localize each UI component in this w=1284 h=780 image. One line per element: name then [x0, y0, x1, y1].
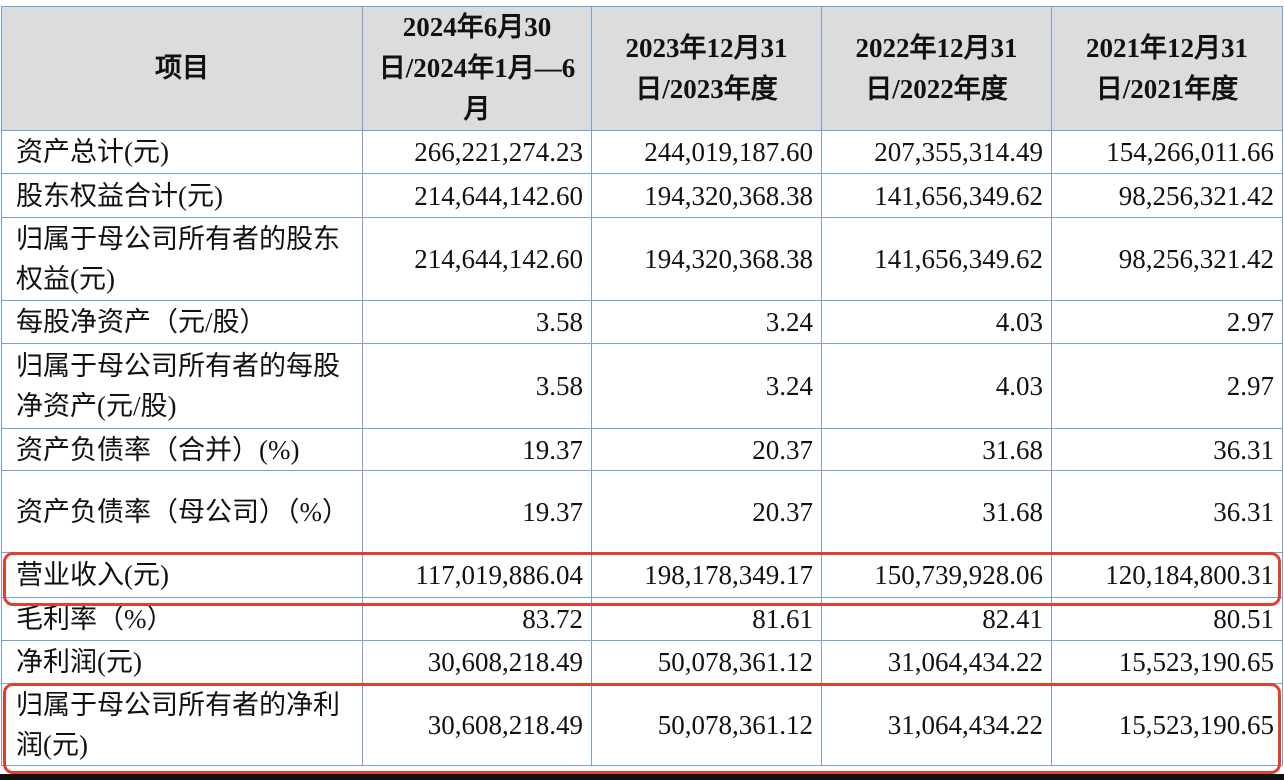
cell-value: 30,608,218.49	[362, 640, 592, 684]
cell-value: 2.97	[1051, 343, 1283, 429]
cell-value: 194,320,368.38	[591, 173, 822, 218]
table-row: 净利润(元) 30,608,218.49 50,078,361.12 31,064,4…	[1, 640, 1283, 684]
highlight-box-revenue	[3, 552, 1281, 606]
cell-value: 20.37	[591, 428, 822, 471]
table-row: 归属于母公司所有者的股东权益(元) 214,644,142.60 194,320,3…	[1, 217, 1283, 301]
table-row: 归属于母公司所有者的净利润(元) 30,608,218.49 50,078,361.…	[1, 683, 1283, 766]
cell-value: 214,644,142.60	[362, 217, 592, 301]
row-label: 资产负债率（母公司）（%）	[1, 470, 363, 553]
cell-value: 30,608,218.49	[362, 683, 592, 766]
cell-value: 3.58	[362, 343, 592, 429]
cell-value: 20.37	[591, 470, 822, 553]
header-row: 项目 2024年6月30日/2024年1月—6月 2023年12月31日/202…	[1, 6, 1283, 131]
cell-value: 3.58	[362, 300, 592, 344]
header-2024h1: 2024年6月30日/2024年1月—6月	[362, 6, 592, 131]
financial-summary-table: 项目 2024年6月30日/2024年1月—6月 2023年12月31日/202…	[1, 6, 1283, 766]
header-2021: 2021年12月31日/2021年度	[1051, 6, 1283, 131]
cell-value: 15,523,190.65	[1051, 640, 1283, 684]
cell-value: 266,221,274.23	[362, 130, 592, 174]
cell-value: 98,256,321.42	[1051, 217, 1283, 301]
row-label: 归属于母公司所有者的股东权益(元)	[1, 217, 363, 301]
cell-value: 36.31	[1051, 470, 1283, 553]
header-2022: 2022年12月31日/2022年度	[821, 6, 1052, 131]
cell-value: 31,064,434.22	[821, 640, 1052, 684]
table-row: 归属于母公司所有者的每股净资产(元/股) 3.58 3.24 4.03 2.97	[1, 343, 1283, 429]
cell-value: 154,266,011.66	[1051, 130, 1283, 174]
bottom-edge	[0, 774, 1284, 780]
cell-value: 117,019,886.04	[362, 552, 592, 598]
cell-value: 98,256,321.42	[1051, 173, 1283, 218]
cell-value: 4.03	[821, 300, 1052, 344]
table-row: 资产负债率（母公司）（%） 19.37 20.37 31.68 36.31	[1, 470, 1283, 553]
highlight-box-net-profit-parent	[3, 683, 1281, 774]
cell-value: 19.37	[362, 428, 592, 471]
cell-value: 194,320,368.38	[591, 217, 822, 301]
cell-value: 198,178,349.17	[591, 552, 822, 598]
row-label: 资产总计(元)	[1, 130, 363, 174]
cell-value: 4.03	[821, 343, 1052, 429]
cell-value: 3.24	[591, 300, 822, 344]
row-label: 营业收入(元)	[1, 552, 363, 598]
cell-value: 141,656,349.62	[821, 217, 1052, 301]
cell-value: 19.37	[362, 470, 592, 553]
cell-value: 31.68	[821, 428, 1052, 471]
cell-value: 3.24	[591, 343, 822, 429]
table-row: 资产负债率（合并）(%) 19.37 20.37 31.68 36.31	[1, 428, 1283, 471]
cell-value: 207,355,314.49	[821, 130, 1052, 174]
cell-value: 50,078,361.12	[591, 683, 822, 766]
cell-value: 214,644,142.60	[362, 173, 592, 218]
cell-value: 244,019,187.60	[591, 130, 822, 174]
table-row: 每股净资产（元/股） 3.58 3.24 4.03 2.97	[1, 300, 1283, 344]
header-2023: 2023年12月31日/2023年度	[591, 6, 822, 131]
cell-value: 31,064,434.22	[821, 683, 1052, 766]
table-row: 股东权益合计(元) 214,644,142.60 194,320,368.38 141…	[1, 173, 1283, 218]
row-label: 每股净资产（元/股）	[1, 300, 363, 344]
cell-value: 2.97	[1051, 300, 1283, 344]
cell-value: 141,656,349.62	[821, 173, 1052, 218]
cell-value: 50,078,361.12	[591, 640, 822, 684]
row-label: 净利润(元)	[1, 640, 363, 684]
table-row: 资产总计(元) 266,221,274.23 244,019,187.60 207,3…	[1, 130, 1283, 174]
row-label: 股东权益合计(元)	[1, 173, 363, 218]
header-item: 项目	[1, 6, 363, 131]
row-label: 归属于母公司所有者的每股净资产(元/股)	[1, 343, 363, 429]
row-label: 归属于母公司所有者的净利润(元)	[1, 683, 363, 766]
cell-value: 36.31	[1051, 428, 1283, 471]
row-label: 资产负债率（合并）(%)	[1, 428, 363, 471]
cell-value: 31.68	[821, 470, 1052, 553]
cell-value: 15,523,190.65	[1051, 683, 1283, 766]
